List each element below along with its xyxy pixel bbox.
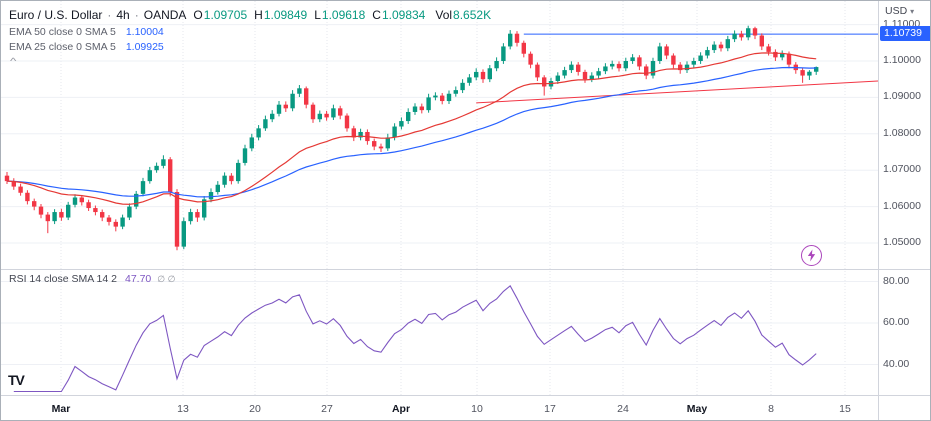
time-axis-label: 8 — [768, 403, 774, 415]
time-axis-label: 27 — [321, 403, 333, 415]
volume-value: 8.652K — [453, 8, 492, 22]
ohlc-values: O 1.09705 H 1.09849 L 1.09618 C 1.09834 Vol 8… — [186, 8, 491, 22]
rsi-label: RSI 14 close SMA 14 2 — [9, 273, 117, 285]
ohlc-high-label: H — [254, 8, 263, 22]
line-price-badge: 1.10739 — [880, 26, 930, 42]
rsi-value: 47.70 — [124, 273, 152, 285]
exchange-label: OANDA — [143, 8, 187, 22]
ohlc-open-value: 1.09705 — [203, 8, 248, 22]
ema50-value: 1.10004 — [125, 25, 164, 38]
ohlc-close-label: C — [372, 8, 381, 22]
ema25-label: EMA 25 close 0 SMA 5 — [9, 40, 116, 53]
volume-label: Vol — [435, 8, 453, 22]
interval-label[interactable]: 4h — [116, 8, 130, 22]
time-axis-label: 20 — [249, 403, 261, 415]
tradingview-logo[interactable]: TV — [8, 372, 25, 388]
ohlc-open-label: O — [193, 8, 203, 22]
symbol-legend-row[interactable]: Euro / U.S. Dollar · 4h · OANDA O 1.09705… — [9, 6, 491, 24]
price-axis-label: 1.09000 — [883, 90, 921, 103]
price-axis-label: 1.07000 — [883, 163, 921, 176]
collapse-legend-button[interactable]: ^ — [9, 56, 17, 66]
price-axis[interactable]: 1.11000 1.10000 1.09000 1.08000 1.07000 1.060… — [878, 1, 930, 396]
price-axis-label: 1.06000 — [883, 199, 921, 212]
price-axis-label: 1.10000 — [883, 54, 921, 66]
price-axis-label: 1.05000 — [883, 236, 921, 248]
time-axis-label: Mar — [51, 403, 71, 415]
rsi-hidden-values: ∅ ∅ — [157, 273, 176, 284]
rsi-axis-label: 40.00 — [883, 357, 910, 370]
rsi-axis-label: 80.00 — [883, 274, 910, 287]
time-axis-label: 15 — [839, 403, 851, 415]
ema50-label: EMA 50 close 0 SMA 5 — [9, 25, 116, 38]
time-axis[interactable]: Mar 13 20 27 Apr 10 17 24 May 8 15 — [1, 396, 878, 420]
ohlc-low-value: 1.09618 — [321, 8, 366, 22]
rsi-axis-label: 60.00 — [883, 316, 910, 328]
currency-label: USD — [885, 5, 908, 17]
currency-selector[interactable]: USD ▾ — [885, 5, 914, 17]
indicator-ema25-row[interactable]: EMA 25 close 0 SMA 5 1.09925 — [9, 39, 491, 54]
time-axis-label: Apr — [391, 403, 411, 415]
time-axis-label: 17 — [544, 403, 556, 415]
price-axis-label: 1.08000 — [883, 126, 921, 139]
chevron-down-icon: ▾ — [910, 6, 915, 16]
ema25-value: 1.09925 — [125, 40, 164, 53]
quick-trade-lightning-button[interactable] — [801, 245, 822, 266]
indicator-ema50-row[interactable]: EMA 50 close 0 SMA 5 1.10004 — [9, 24, 491, 39]
ohlc-high-value: 1.09849 — [263, 8, 308, 22]
ohlc-close-value: 1.09834 — [381, 8, 426, 22]
separator-dot: · — [107, 8, 112, 22]
time-axis-label: 24 — [617, 403, 629, 415]
time-axis-label: 10 — [471, 403, 483, 415]
symbol-title[interactable]: Euro / U.S. Dollar — [9, 8, 103, 22]
time-axis-label: May — [686, 403, 708, 415]
time-axis-label: 13 — [177, 403, 189, 415]
indicator-rsi-row[interactable]: RSI 14 close SMA 14 2 47.70 ∅ ∅ — [9, 273, 175, 285]
separator-dot: · — [134, 8, 139, 22]
ohlc-low-label: L — [314, 8, 321, 22]
chart-legend: Euro / U.S. Dollar · 4h · OANDA O 1.09705… — [9, 6, 491, 66]
lightning-icon — [807, 249, 816, 262]
